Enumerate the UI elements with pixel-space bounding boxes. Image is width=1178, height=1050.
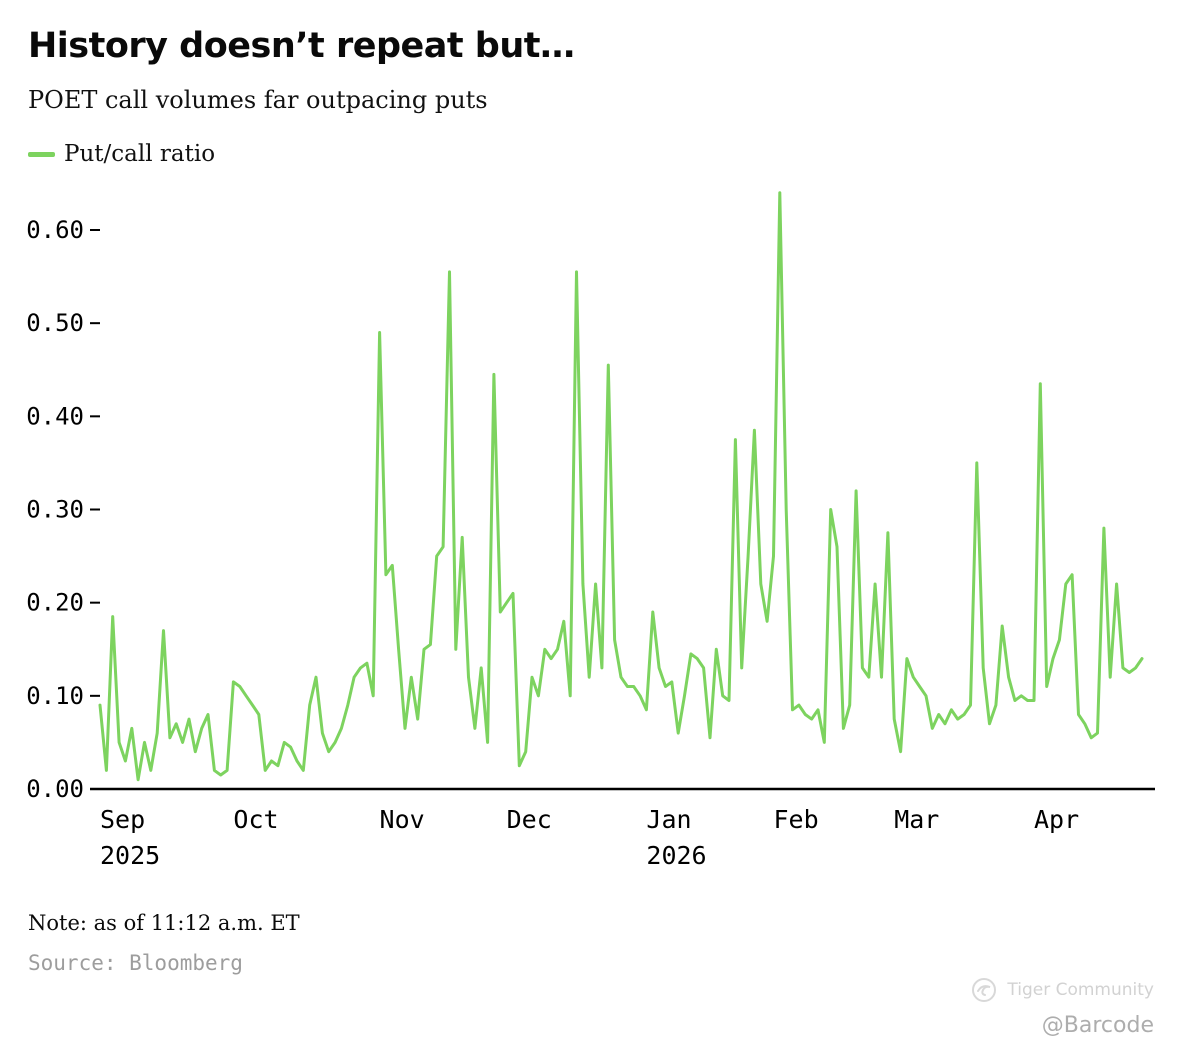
watermark: Tiger Community @Barcode	[969, 975, 1154, 1038]
y-axis-label: 0.00	[26, 775, 84, 803]
x-axis-label: Jan	[646, 805, 691, 834]
series-line-put-call-ratio	[98, 191, 1144, 782]
x-axis-label: Feb	[773, 805, 818, 834]
chart-svg: 0.00 0.10 0.20 0.30 0.40 0.50 0.60 Sep 2025 Oct No…	[26, 191, 1155, 870]
y-axis-label: 0.40	[26, 402, 84, 430]
watermark-brand: Tiger Community	[969, 975, 1154, 1005]
x-axis-label: Nov	[380, 805, 425, 834]
y-axis-label: 0.10	[26, 682, 84, 710]
x-axis-year-label: 2025	[100, 841, 160, 870]
x-axis-label: Dec	[507, 805, 552, 834]
x-axis-label: Mar	[894, 805, 939, 834]
tiger-community-logo-icon	[972, 978, 997, 1002]
x-axis-label: Apr	[1034, 805, 1079, 834]
x-axis-label: Sep	[100, 805, 145, 834]
y-axis-label: 0.20	[26, 589, 84, 617]
x-axis-year-label: 2026	[646, 841, 706, 870]
watermark-handle: @Barcode	[1041, 1013, 1154, 1038]
chart-subtitle: POET call volumes far outpacing puts	[28, 86, 488, 115]
y-axis-label: 0.50	[26, 309, 84, 337]
legend-label: Put/call ratio	[64, 141, 216, 168]
watermark-brand-label: Tiger Community	[1007, 980, 1154, 1000]
legend-line-swatch-icon	[28, 151, 55, 157]
chart-footer: Note: as of 11:12 a.m. ET Source: Bloomb…	[0, 911, 1178, 975]
chart-header: History doesn’t repeat but… POET call vo…	[0, 0, 1178, 167]
chart-note: Note: as of 11:12 a.m. ET	[28, 911, 300, 936]
x-axis-label: Oct	[233, 805, 278, 834]
chart-source: Source: Bloomberg	[28, 951, 243, 976]
chart-legend: Put/call ratio	[28, 141, 1150, 167]
y-axis-label: 0.60	[26, 216, 84, 244]
page-title: History doesn’t repeat but…	[28, 26, 575, 66]
y-axis-label: 0.30	[26, 496, 84, 524]
